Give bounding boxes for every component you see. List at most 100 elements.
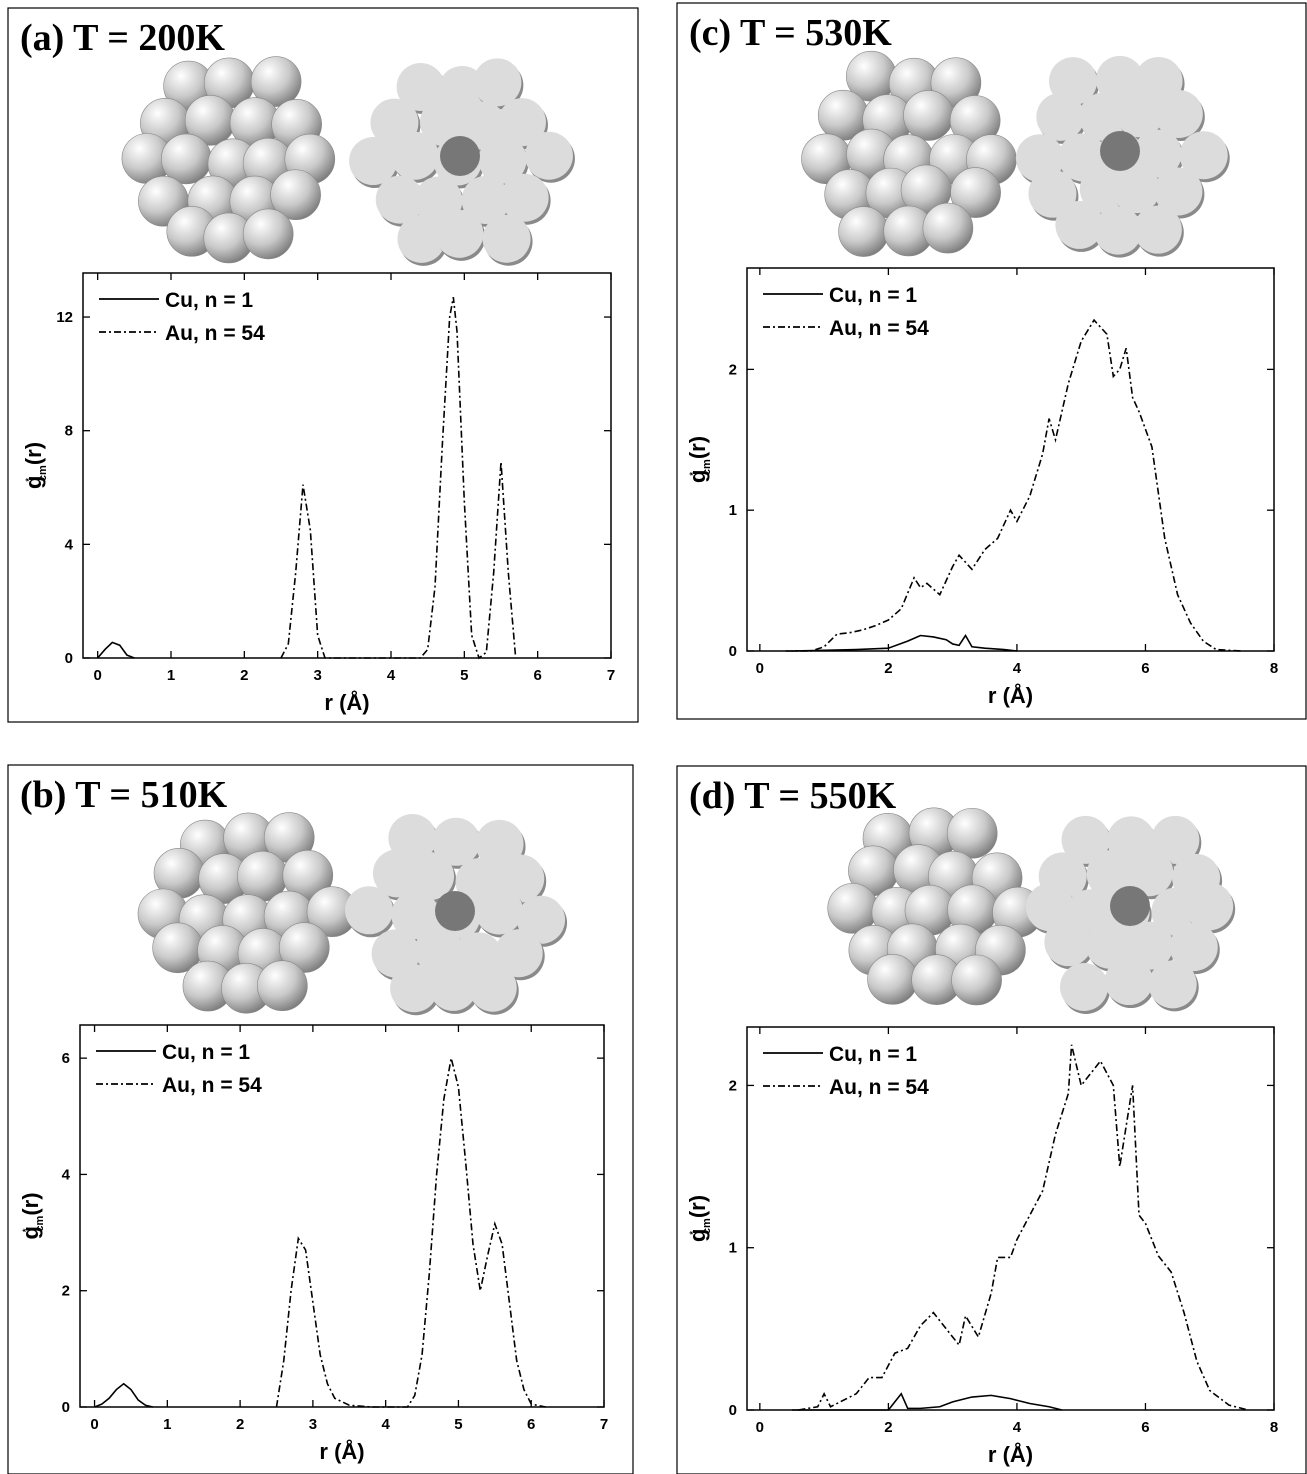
atom — [946, 807, 998, 859]
atom — [242, 208, 294, 260]
series-line — [280, 297, 517, 660]
x-tick-label: 2 — [884, 660, 892, 677]
plot-frame — [746, 1026, 1275, 1411]
x-tick-label: 2 — [240, 667, 248, 684]
panel: (c) T = 530K 0 2 4 6 8 0 1 2 r (Å) g* cm(r) Cu, n = … — [676, 2, 1307, 720]
panel-title: (a) T = 200K — [20, 17, 225, 59]
panel-frame — [7, 7, 639, 723]
atom — [1028, 169, 1077, 218]
y-tick-label: 0 — [62, 1399, 70, 1416]
panel-frame — [676, 765, 1307, 1474]
atom — [1061, 815, 1110, 864]
atom — [1154, 89, 1203, 138]
series-line — [785, 318, 1242, 652]
y-label-sub: cm — [701, 1218, 713, 1234]
atom — [270, 169, 321, 221]
y-tick-label: 4 — [62, 1166, 71, 1183]
legend-label: Cu, n = 1 — [829, 1043, 917, 1066]
atom — [1133, 205, 1182, 254]
series-line — [791, 1392, 1063, 1411]
atom — [257, 960, 308, 1012]
y-label-rest: (r) — [21, 442, 46, 465]
atom — [396, 63, 445, 112]
y-label-rest: (r) — [685, 1195, 710, 1218]
atom — [1133, 129, 1182, 178]
atom — [1185, 882, 1234, 931]
series-line — [275, 1057, 546, 1408]
atom — [429, 962, 478, 1011]
y-label-rest: (r) — [685, 436, 710, 459]
atom — [1125, 848, 1174, 897]
x-tick-label: 7 — [600, 1416, 608, 1433]
x-tick-label: 2 — [884, 1419, 892, 1436]
panel-frame — [676, 2, 1307, 720]
x-tick-label: 3 — [313, 667, 321, 684]
atom — [468, 963, 517, 1012]
atom — [500, 173, 549, 222]
y-axis-label: g* cm(r) — [18, 1192, 46, 1239]
atom — [419, 98, 468, 147]
x-axis-label: r (Å) — [988, 682, 1033, 708]
x-tick-label: 4 — [1013, 1419, 1022, 1436]
atom — [922, 202, 974, 254]
x-tick-label: 4 — [381, 1416, 390, 1433]
atom — [524, 131, 573, 180]
y-tick-label: 6 — [62, 1050, 70, 1067]
atom — [950, 167, 1001, 218]
atom — [345, 886, 394, 935]
y-tick-label: 0 — [729, 643, 737, 660]
cu-atom — [1100, 131, 1140, 171]
y-label-sub: cm — [34, 1215, 46, 1231]
y-label-sup: * — [24, 478, 34, 482]
atom — [867, 954, 918, 1005]
atom — [397, 214, 446, 263]
panel-title: (c) T = 530K — [689, 12, 892, 54]
y-label-sup: * — [21, 1228, 31, 1232]
x-tick-label: 4 — [387, 667, 396, 684]
y-tick-label: 12 — [56, 309, 73, 326]
y-tick-label: 2 — [729, 1077, 737, 1094]
atom — [375, 175, 424, 224]
atom — [432, 817, 481, 866]
atom — [482, 214, 531, 263]
x-tick-label: 5 — [454, 1416, 462, 1433]
atom — [161, 133, 212, 185]
y-axis-label: g* cm(r) — [21, 442, 49, 489]
x-tick-label: 1 — [163, 1416, 171, 1433]
atom — [494, 929, 543, 978]
atom — [1093, 206, 1142, 255]
series-line — [798, 1044, 1249, 1411]
x-tick-label: 3 — [309, 1416, 317, 1433]
y-label-sup: * — [688, 1231, 698, 1235]
atom — [1169, 923, 1218, 972]
y-tick-label: 1 — [729, 1240, 737, 1257]
atom — [1151, 815, 1200, 864]
atom — [1112, 165, 1161, 214]
atom — [951, 954, 1002, 1006]
atom — [1086, 850, 1135, 899]
plot-frame — [82, 272, 612, 659]
atom — [838, 206, 889, 257]
y-tick-label: 0 — [729, 1402, 737, 1419]
x-tick-label: 0 — [756, 1419, 764, 1436]
atom — [1125, 921, 1174, 970]
x-tick-label: 0 — [93, 667, 101, 684]
legend-label: Au, n = 54 — [165, 322, 265, 345]
series-line — [97, 641, 135, 659]
atom — [390, 964, 439, 1013]
x-tick-label: 6 — [1141, 1419, 1149, 1436]
x-tick-label: 6 — [527, 1416, 535, 1433]
cu-atom — [440, 136, 480, 176]
y-tick-label: 4 — [65, 536, 74, 553]
y-label-base: g — [685, 470, 710, 483]
atom — [435, 209, 484, 258]
panel: (d) T = 550K 0 2 4 6 8 0 1 2 r (Å) g* cm(r) Cu, n = … — [676, 765, 1307, 1474]
plot-frame — [746, 267, 1275, 652]
x-tick-label: 2 — [236, 1416, 244, 1433]
atom — [1085, 920, 1134, 969]
y-tick-label: 8 — [65, 423, 73, 440]
panel-title: (d) T = 550K — [689, 775, 897, 817]
